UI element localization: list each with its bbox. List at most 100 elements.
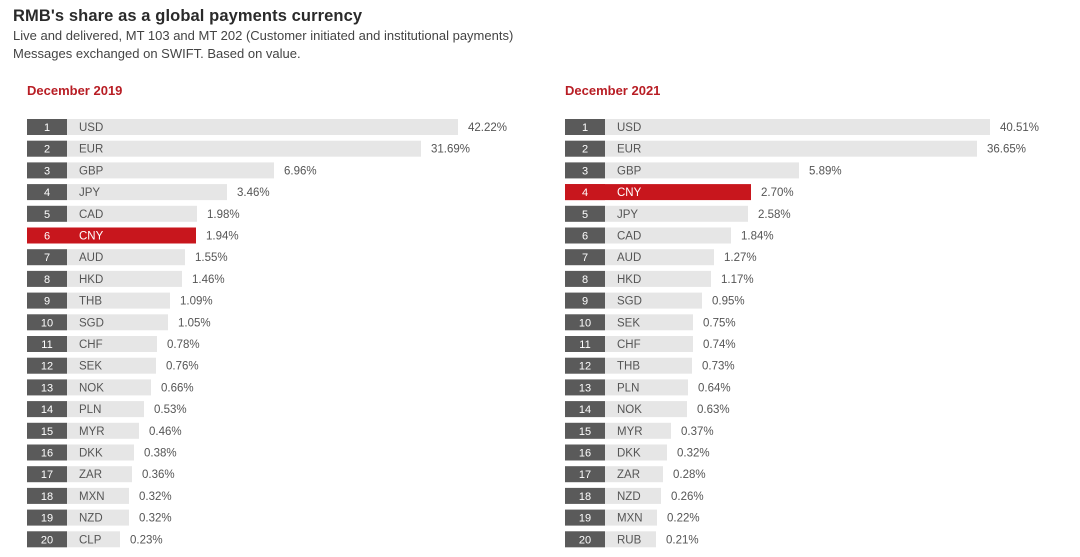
value-label: 0.36% [142, 469, 175, 481]
value-label: 0.78% [167, 339, 200, 351]
bar [565, 162, 799, 179]
rank-box [565, 401, 605, 418]
rank-box [27, 531, 67, 548]
rank-label: 12 [579, 361, 591, 373]
rank-label: 3 [582, 165, 588, 177]
panel-december-2021: December 2021 1 USD 40.51% 2 EUR 36.65% 3 GBP 5.… [565, 80, 1080, 550]
bar-row: 8 HKD 1.17% [565, 270, 754, 287]
value-label: 0.53% [154, 404, 187, 416]
rank-box [565, 270, 605, 287]
value-label: 0.32% [677, 448, 710, 460]
value-label: 36.65% [987, 144, 1026, 156]
category-label: PLN [79, 404, 101, 416]
rank-box [27, 336, 67, 352]
category-label: DKK [79, 448, 103, 460]
bar-row: 8 HKD 1.46% [27, 270, 225, 287]
rank-box [27, 270, 67, 287]
rank-box [565, 162, 605, 179]
rank-label: 15 [41, 426, 53, 438]
bar-row: 16 DKK 0.38% [27, 444, 177, 461]
rank-label: 4 [44, 187, 50, 199]
rank-box [27, 379, 67, 396]
bar-row: 7 AUD 1.55% [27, 249, 228, 266]
rank-label: 5 [582, 209, 588, 221]
value-label: 31.69% [431, 144, 470, 156]
rank-label: 2 [582, 144, 588, 156]
bar-row: 20 CLP 0.23% [27, 531, 163, 548]
rank-box [565, 140, 605, 157]
rank-label: 16 [41, 448, 53, 460]
value-label: 1.05% [178, 317, 211, 329]
rank-box [27, 205, 67, 222]
rank-box [27, 227, 67, 244]
category-label: SGD [617, 296, 642, 308]
value-label: 1.94% [206, 231, 239, 243]
category-label: EUR [79, 144, 103, 156]
value-label: 0.37% [681, 426, 714, 438]
rank-box [27, 184, 67, 201]
category-label: SEK [617, 317, 640, 329]
bar-row: 5 JPY 2.58% [565, 205, 791, 222]
rank-label: 8 [44, 274, 50, 286]
bar-row: 18 NZD 0.26% [565, 487, 704, 504]
bar [27, 119, 458, 135]
category-label: ZAR [617, 469, 640, 481]
category-label: JPY [79, 187, 100, 199]
category-label: RUB [617, 534, 642, 546]
value-label: 0.22% [667, 513, 700, 525]
rank-box [565, 336, 605, 352]
bar [27, 184, 227, 201]
category-label: AUD [617, 252, 641, 264]
category-label: SGD [79, 317, 104, 329]
rank-box [27, 249, 67, 266]
category-label: CNY [79, 231, 104, 243]
category-label: MYR [79, 426, 105, 438]
rank-label: 18 [579, 491, 591, 503]
value-label: 0.32% [139, 491, 172, 503]
rank-box [27, 140, 67, 157]
rank-box [565, 119, 605, 135]
bar-row: 17 ZAR 0.28% [565, 466, 706, 483]
value-label: 2.58% [758, 209, 791, 221]
category-label: PLN [617, 382, 639, 394]
bar-row: 18 MXN 0.32% [27, 487, 172, 504]
rank-label: 11 [41, 339, 52, 351]
rank-label: 20 [41, 534, 53, 546]
chart-subtitle-line2: Messages exchanged on SWIFT. Based on va… [13, 46, 301, 61]
bar [565, 227, 731, 244]
bar-row: 13 NOK 0.66% [27, 379, 194, 396]
rank-box [27, 487, 67, 504]
category-label: CHF [617, 339, 641, 351]
bar-row: 5 CAD 1.98% [27, 205, 240, 222]
value-label: 0.95% [712, 296, 745, 308]
category-label: GBP [79, 165, 104, 177]
category-label: EUR [617, 144, 641, 156]
category-label: NZD [79, 513, 103, 525]
value-label: 0.74% [703, 339, 736, 351]
category-label: CHF [79, 339, 103, 351]
bar-row: 14 NOK 0.63% [565, 401, 730, 418]
rank-box [565, 314, 605, 331]
rank-box [565, 422, 605, 439]
category-label: NOK [617, 404, 642, 416]
category-label: CNY [617, 187, 642, 199]
value-label: 2.70% [761, 187, 794, 199]
category-label: HKD [617, 274, 641, 286]
rank-label: 2 [44, 144, 50, 156]
category-label: NZD [617, 491, 641, 503]
value-label: 1.98% [207, 209, 240, 221]
bar-row: 2 EUR 36.65% [565, 140, 1026, 157]
rank-box [27, 357, 67, 374]
rank-box [27, 444, 67, 461]
rank-label: 9 [582, 296, 588, 308]
rank-label: 6 [582, 231, 588, 243]
rank-label: 10 [579, 317, 591, 329]
rank-label: 15 [579, 426, 591, 438]
rank-box [27, 509, 67, 526]
value-label: 6.96% [284, 165, 317, 177]
rank-label: 3 [44, 165, 50, 177]
bar-row: 20 RUB 0.21% [565, 531, 699, 548]
rank-label: 11 [579, 339, 590, 351]
rank-label: 7 [582, 252, 588, 264]
bar-chart-2019: 1 USD 42.22% 2 EUR 31.69% 3 GBP 6.96% 4 JPY 3.46% 5 C… [27, 119, 507, 548]
